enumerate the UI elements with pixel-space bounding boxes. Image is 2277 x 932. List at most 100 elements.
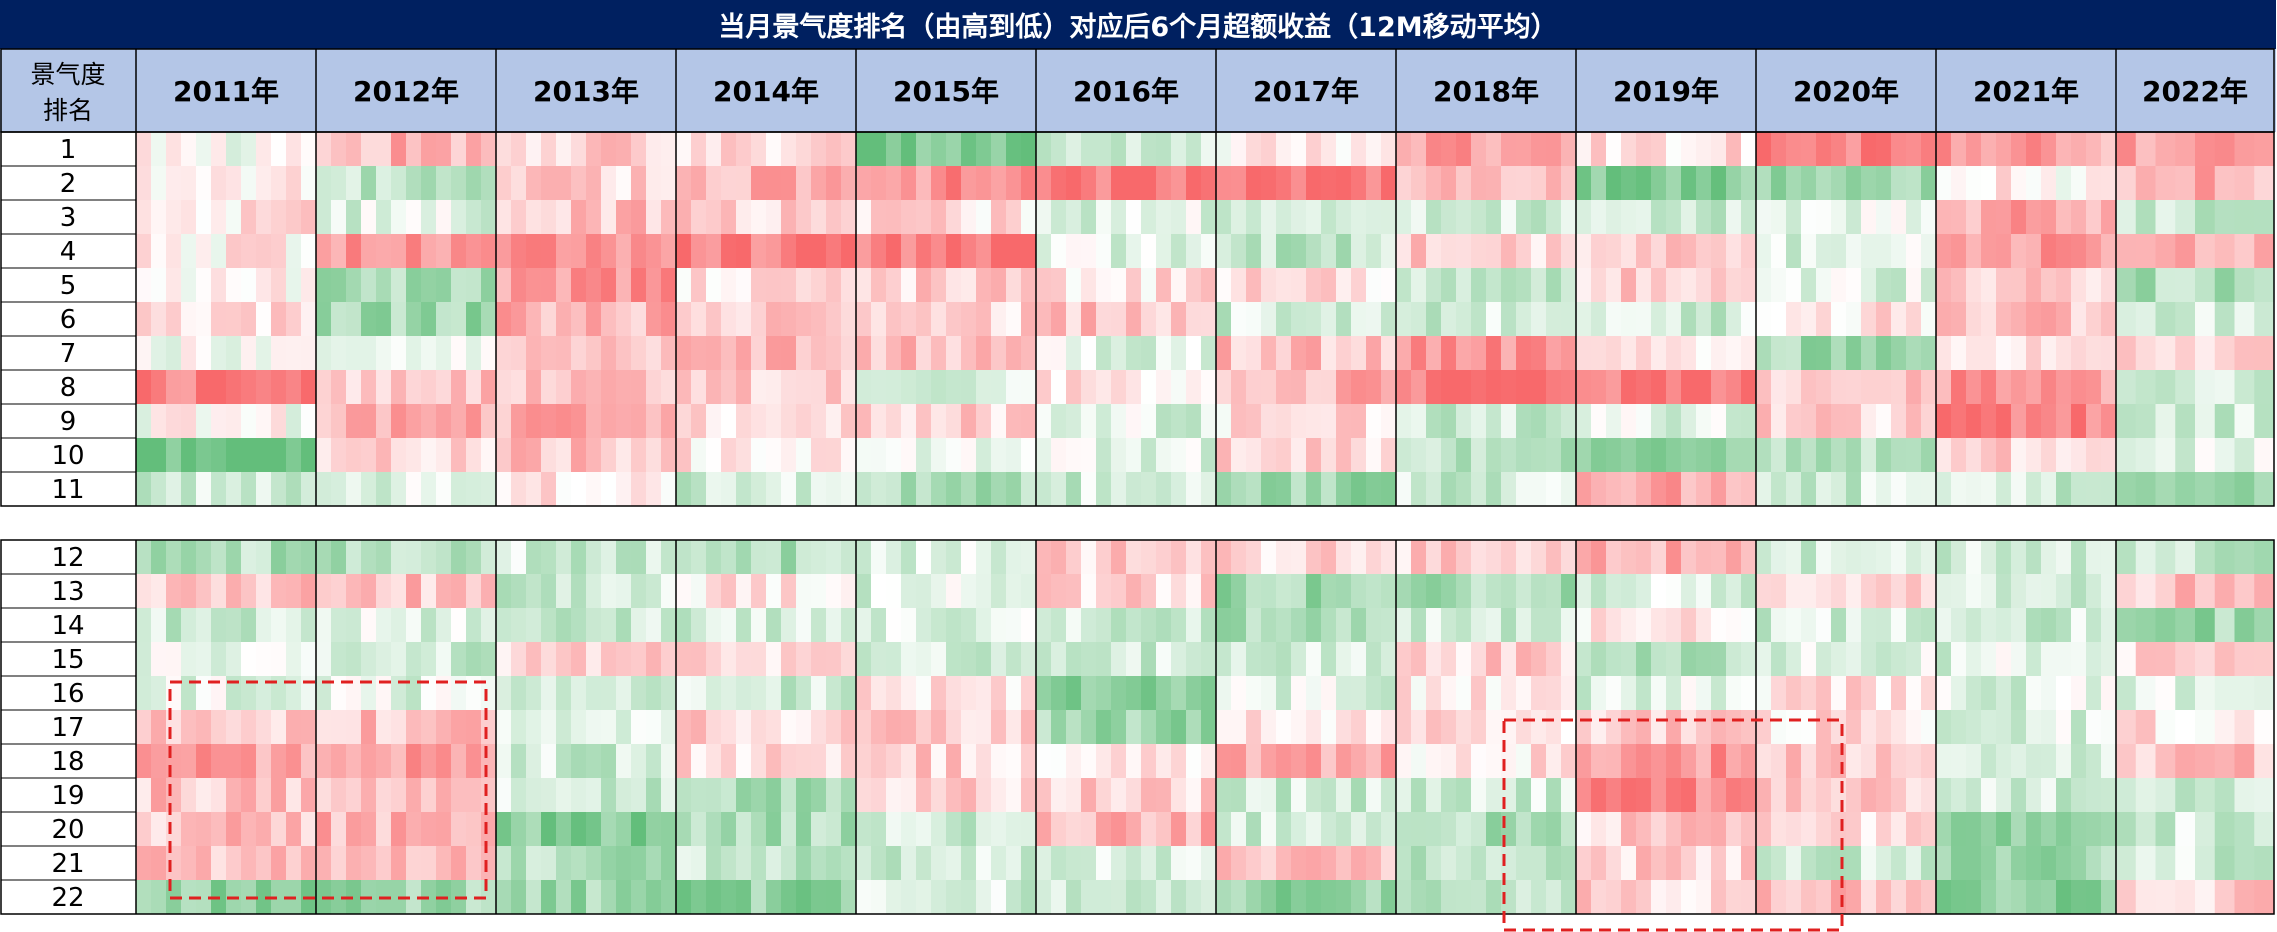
- highlight-box-1: [168, 680, 488, 900]
- cell-r15-y9-m3: [1606, 642, 1622, 676]
- cell-r22-y8-m5: [1456, 880, 1472, 914]
- cell-r4-y7-m5: [1276, 234, 1292, 268]
- cell-r6-y7-m11: [1366, 302, 1382, 336]
- cell-r16-y9-m4: [1621, 676, 1637, 710]
- cell-r17-y4-m4: [721, 710, 737, 744]
- cell-r5-y5-m10: [991, 268, 1007, 302]
- cell-r5-y5-m12: [1021, 268, 1037, 302]
- cell-r10-y7-m1: [1216, 438, 1232, 472]
- cell-r20-y11-m7: [2026, 812, 2042, 846]
- cell-r8-y6-m4: [1081, 370, 1097, 404]
- cell-r20-y4-m2: [691, 812, 707, 846]
- cell-r2-y8-m8: [1501, 166, 1517, 200]
- cell-r11-y5-m6: [931, 472, 947, 506]
- cell-r16-y11-m7: [2026, 676, 2042, 710]
- cell-r9-y10-m6: [1831, 404, 1847, 438]
- cell-r20-y5-m8: [961, 812, 977, 846]
- cell-r3-y5-m11: [1006, 200, 1022, 234]
- cell-r5-y3-m6: [571, 268, 587, 302]
- cell-r21-y9-m7: [1666, 846, 1682, 880]
- cell-r5-y2-m12: [481, 268, 497, 302]
- cell-r19-y6-m9: [1156, 778, 1172, 812]
- cell-r2-y9-m8: [1681, 166, 1697, 200]
- cell-r3-y10-m7: [1846, 200, 1862, 234]
- cell-r8-y10-m1: [1756, 370, 1772, 404]
- cell-r15-y3-m1: [496, 642, 512, 676]
- cell-r3-y4-m4: [721, 200, 737, 234]
- cell-r22-y9-m11: [1726, 880, 1742, 914]
- cell-r8-y1-m8: [241, 370, 257, 404]
- cell-r9-y6-m3: [1066, 404, 1082, 438]
- cell-r7-y3-m2: [511, 336, 527, 370]
- cell-r1-y2-m3: [346, 132, 362, 166]
- cell-r9-y8-m9: [1516, 404, 1532, 438]
- cell-r7-y9-m9: [1696, 336, 1712, 370]
- cell-r14-y9-m3: [1606, 608, 1622, 642]
- cell-r7-y2-m10: [451, 336, 467, 370]
- cell-r14-y4-m1: [676, 608, 692, 642]
- cell-r19-y8-m7: [1486, 778, 1502, 812]
- cell-r5-y2-m6: [391, 268, 407, 302]
- cell-r12-y9-m1: [1576, 540, 1592, 574]
- cell-r1-y1-m2: [151, 132, 167, 166]
- cell-r14-y7-m9: [1336, 608, 1352, 642]
- cell-r7-y6-m4: [1081, 336, 1097, 370]
- cell-r19-y8-m10: [1531, 778, 1547, 812]
- cell-r9-y1-m8: [241, 404, 257, 438]
- cell-r15-y4-m5: [736, 642, 752, 676]
- cell-r16-y2-m1: [316, 676, 332, 710]
- cell-r18-y11-m3: [1966, 744, 1982, 778]
- cell-r9-y8-m7: [1486, 404, 1502, 438]
- cell-r21-y5-m2: [871, 846, 887, 880]
- cell-r3-y1-m5: [196, 200, 212, 234]
- cell-r17-y6-m4: [1081, 710, 1097, 744]
- cell-r7-y3-m9: [616, 336, 632, 370]
- cell-r14-y6-m9: [1156, 608, 1172, 642]
- cell-r7-y1-m11: [286, 336, 302, 370]
- cell-r9-y10-m5: [1816, 404, 1832, 438]
- cell-r14-y4-m8: [781, 608, 797, 642]
- cell-r4-y10-m10: [1891, 234, 1907, 268]
- cell-r7-y12-m6: [2214, 336, 2236, 370]
- cell-r7-y7-m5: [1276, 336, 1292, 370]
- cell-r9-y5-m7: [946, 404, 962, 438]
- cell-r12-y10-m2: [1771, 540, 1787, 574]
- cell-r22-y7-m7: [1306, 880, 1322, 914]
- cell-r10-y7-m9: [1336, 438, 1352, 472]
- cell-r3-y6-m4: [1081, 200, 1097, 234]
- cell-r16-y2-m11: [466, 676, 482, 710]
- cell-r2-y4-m3: [706, 166, 722, 200]
- cell-r13-y3-m3: [526, 574, 542, 608]
- cell-r14-y8-m12: [1561, 608, 1577, 642]
- cell-r16-y5-m1: [856, 676, 872, 710]
- cell-r10-y6-m4: [1081, 438, 1097, 472]
- cell-r19-y4-m3: [706, 778, 722, 812]
- cell-r16-y4-m3: [706, 676, 722, 710]
- cell-r4-y12-m4: [2175, 234, 2196, 268]
- rank-label-14: 14: [51, 611, 84, 641]
- cell-r19-y10-m8: [1861, 778, 1877, 812]
- cell-r18-y5-m9: [976, 744, 992, 778]
- cell-r15-y6-m12: [1201, 642, 1217, 676]
- cell-r13-y3-m6: [571, 574, 587, 608]
- cell-r22-y10-m8: [1861, 880, 1877, 914]
- cell-r7-y12-m8: [2254, 336, 2275, 370]
- cell-r9-y5-m6: [931, 404, 947, 438]
- cell-r13-y9-m7: [1666, 574, 1682, 608]
- cell-r22-y10-m11: [1906, 880, 1922, 914]
- cell-r18-y9-m12: [1741, 744, 1757, 778]
- cell-r15-y11-m8: [2041, 642, 2057, 676]
- cell-r22-y4-m3: [706, 880, 722, 914]
- cell-r1-y5-m10: [991, 132, 1007, 166]
- cell-r13-y10-m6: [1831, 574, 1847, 608]
- cell-r16-y7-m9: [1336, 676, 1352, 710]
- cell-r9-y6-m6: [1111, 404, 1127, 438]
- cell-r13-y4-m6: [751, 574, 767, 608]
- cell-r21-y6-m12: [1201, 846, 1217, 880]
- cell-r20-y2-m9: [436, 812, 452, 846]
- cell-r13-y9-m12: [1741, 574, 1757, 608]
- cell-r12-y12-m8: [2254, 540, 2275, 574]
- cell-r5-y7-m7: [1306, 268, 1322, 302]
- cell-r18-y7-m2: [1231, 744, 1247, 778]
- cell-r22-y6-m10: [1171, 880, 1187, 914]
